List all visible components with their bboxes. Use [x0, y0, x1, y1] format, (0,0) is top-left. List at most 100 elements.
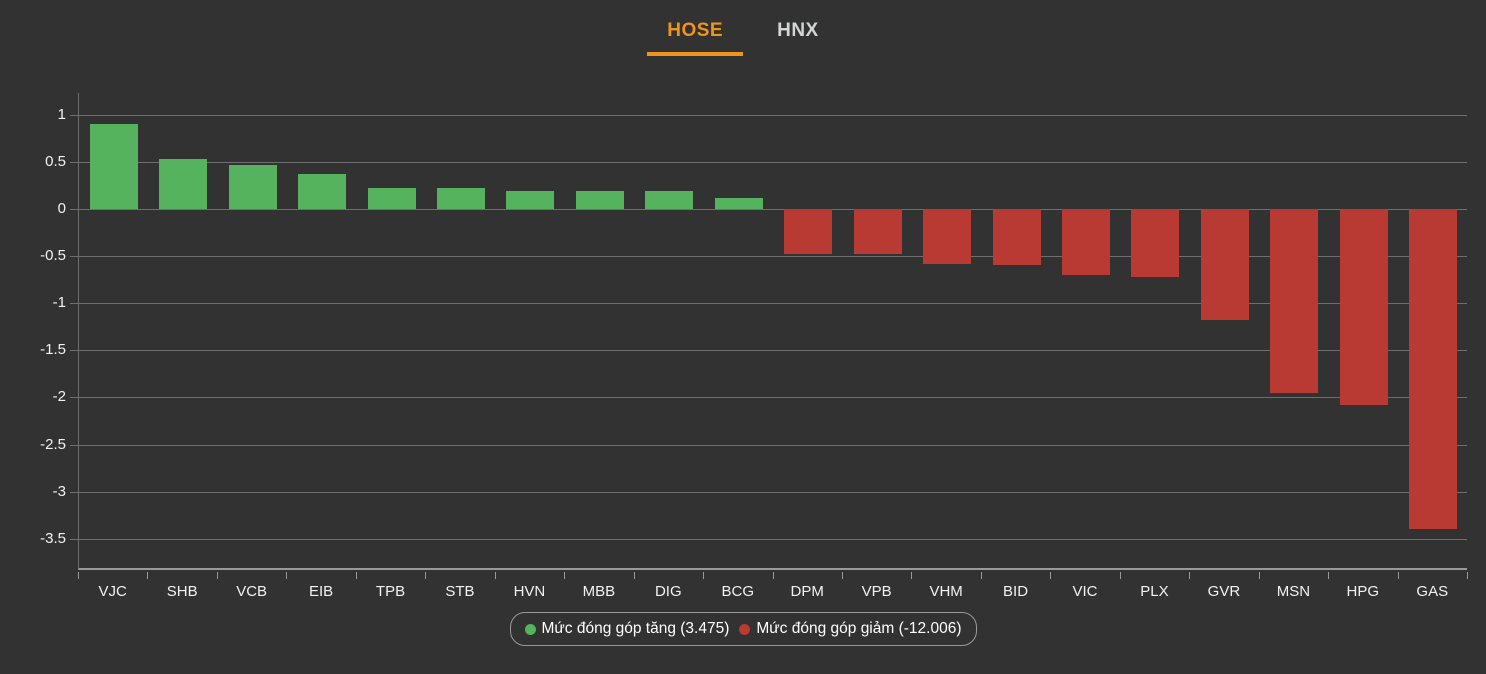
x-tick — [286, 572, 288, 579]
x-axis-label-MSN: MSN — [1276, 583, 1311, 600]
bar-GVR[interactable] — [1200, 208, 1249, 321]
y-tick — [70, 350, 78, 352]
y-axis-label: -1 — [52, 294, 66, 312]
bar-VPB[interactable] — [853, 208, 902, 255]
x-tick — [841, 572, 843, 579]
y-tick — [70, 114, 78, 116]
y-axis-label: -2 — [52, 388, 66, 406]
x-tick — [564, 572, 566, 579]
x-axis-label-VJC: VJC — [98, 583, 127, 600]
x-tick — [425, 572, 427, 579]
bar-VIC[interactable] — [1062, 208, 1111, 275]
x-axis-label-GAS: GAS — [1416, 583, 1449, 600]
gridline — [79, 208, 1467, 210]
y-tick — [70, 256, 78, 258]
bar-GAS[interactable] — [1409, 208, 1458, 530]
bar-DIG[interactable] — [645, 191, 694, 209]
bar-EIB[interactable] — [298, 174, 347, 209]
y-tick — [70, 161, 78, 163]
legend-box: Mức đóng góp tăng (3.475) Mức đóng góp g… — [509, 612, 977, 646]
x-tick — [1258, 572, 1260, 579]
negative-dot-icon — [739, 623, 751, 635]
bar-STB[interactable] — [436, 188, 485, 209]
x-axis-label-MBB: MBB — [582, 583, 616, 600]
x-tick — [703, 572, 705, 579]
gridline — [79, 350, 1467, 352]
y-axis-label: -0.5 — [40, 247, 66, 265]
tab-hnx[interactable]: HNX — [777, 20, 819, 41]
plot-area — [70, 93, 1467, 570]
exchange-tabbar: HOSE HNX — [0, 16, 1486, 56]
y-axis-label: -1.5 — [40, 341, 66, 359]
y-tick — [70, 444, 78, 446]
x-axis-label-VPB: VPB — [861, 583, 892, 600]
gridline — [79, 161, 1467, 163]
bar-SHB[interactable] — [159, 158, 208, 209]
x-tick — [911, 572, 913, 579]
gridline — [79, 397, 1467, 399]
x-tick — [1119, 572, 1121, 579]
x-tick — [355, 572, 357, 579]
x-axis-label-PLX: PLX — [1140, 583, 1169, 600]
gridline — [79, 256, 1467, 258]
x-tick — [980, 572, 982, 579]
y-tick — [70, 303, 78, 305]
bar-TPB[interactable] — [367, 188, 416, 209]
positive-dot-icon — [524, 623, 536, 635]
x-tick — [1328, 572, 1330, 579]
y-axis-label: 0 — [57, 199, 66, 217]
bar-BID[interactable] — [992, 208, 1041, 265]
bar-VHM[interactable] — [923, 208, 972, 264]
bar-HVN[interactable] — [506, 191, 555, 209]
x-tick — [1050, 572, 1052, 579]
legend-item-positive[interactable]: Mức đóng góp tăng (3.475) — [524, 620, 730, 638]
x-axis-label-BID: BID — [1003, 583, 1029, 600]
gridline — [79, 303, 1467, 305]
x-axis-label-GVR: GVR — [1207, 583, 1241, 600]
bar-DPM[interactable] — [784, 208, 833, 255]
y-axis-label: -2.5 — [40, 435, 66, 453]
bar-BCG[interactable] — [714, 197, 763, 209]
bar-HPG[interactable] — [1339, 208, 1388, 406]
x-axis-label-DIG: DIG — [654, 583, 682, 600]
x-tick — [78, 572, 79, 579]
x-axis-label-VIC: VIC — [1072, 583, 1098, 600]
legend-label-positive: Mức đóng góp tăng (3.475) — [541, 620, 730, 637]
x-axis-label-HPG: HPG — [1346, 583, 1380, 600]
x-tick — [633, 572, 635, 579]
x-tick — [1189, 572, 1191, 579]
gridline — [79, 114, 1467, 116]
legend-item-negative[interactable]: Mức đóng góp giảm (-12.006) — [739, 620, 962, 638]
x-axis-label-EIB: EIB — [308, 583, 334, 600]
x-axis-label-VCB: VCB — [236, 583, 268, 600]
y-tick — [70, 491, 78, 493]
legend: Mức đóng góp tăng (3.475) Mức đóng góp g… — [0, 612, 1486, 646]
bar-VJC[interactable] — [89, 124, 138, 209]
tab-hose[interactable]: HOSE — [647, 16, 744, 56]
bar-MBB[interactable] — [575, 191, 624, 209]
x-tick — [772, 572, 774, 579]
y-tick — [70, 538, 78, 540]
y-axis-label: 0.5 — [45, 152, 66, 170]
x-axis-label-SHB: SHB — [166, 583, 198, 600]
y-tick — [70, 208, 78, 210]
y-axis-label: -3 — [52, 482, 66, 500]
bar-MSN[interactable] — [1270, 208, 1319, 393]
x-axis-label-BCG: BCG — [721, 583, 755, 600]
bar-VCB[interactable] — [228, 164, 277, 209]
x-axis-label-DPM: DPM — [790, 583, 824, 600]
y-axis-label: 1 — [57, 105, 66, 123]
x-tick — [1467, 572, 1468, 579]
gridline — [79, 444, 1467, 446]
x-tick — [216, 572, 218, 579]
x-tick — [494, 572, 496, 579]
bar-PLX[interactable] — [1131, 208, 1180, 277]
x-axis-label-STB: STB — [445, 583, 475, 600]
gridline — [79, 538, 1467, 540]
x-tick — [147, 572, 149, 579]
y-axis-label: -3.5 — [40, 529, 66, 547]
x-axis-label-HVN: HVN — [513, 583, 546, 600]
gridline — [79, 491, 1467, 493]
x-axis-label-VHM: VHM — [929, 583, 963, 600]
